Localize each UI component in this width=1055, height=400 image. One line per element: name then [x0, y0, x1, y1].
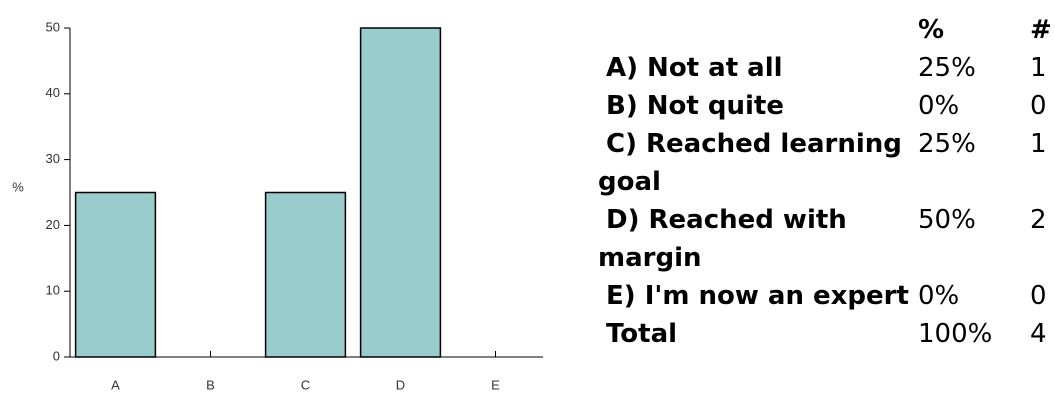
- y-tick-label: 20: [46, 217, 60, 232]
- row-value: 1: [1030, 129, 1047, 159]
- bar: [74, 191, 157, 358]
- chart: % 0 10 20 30 40 50 A B C D E: [12, 19, 543, 392]
- y-tick-label: 40: [46, 85, 60, 100]
- row-label: B) Not quite: [606, 91, 784, 121]
- x-tick-label: A: [111, 377, 120, 392]
- y-tick-label: 10: [46, 283, 60, 298]
- y-tick-label: 0: [53, 348, 60, 363]
- row-value: 100%: [918, 319, 993, 349]
- row-value: 0: [1030, 91, 1047, 121]
- row-value: 1: [1030, 53, 1047, 83]
- column-header: %: [918, 15, 945, 45]
- row-value: 0%: [918, 91, 960, 121]
- column-header: #: [1030, 15, 1052, 45]
- row-label: Total: [606, 319, 678, 349]
- y-tick-label: 50: [46, 19, 60, 34]
- x-tick-label: C: [301, 377, 310, 392]
- y-axis-label: %: [12, 179, 24, 194]
- row-value: 25%: [918, 129, 976, 159]
- x-tick-label: D: [396, 377, 405, 392]
- row-label: A) Not at all: [606, 53, 783, 83]
- y-tick-label: 30: [46, 151, 60, 166]
- row-value: 25%: [918, 53, 976, 83]
- row-label: D) Reached with margin: [598, 205, 847, 273]
- results-table: % # A) Not at all 25% 1 B) Not quite 0% 0 C) Rea…: [598, 11, 1055, 353]
- bar: [264, 191, 347, 358]
- row-value: 2: [1030, 205, 1047, 235]
- row-value: 50%: [918, 205, 976, 235]
- row-value: 0%: [918, 281, 960, 311]
- row-value: 4: [1030, 319, 1047, 349]
- bar: [359, 27, 442, 358]
- row-label: C) Reached learning goal: [598, 129, 902, 197]
- row-label: E) I'm now an expert: [606, 281, 909, 311]
- header-blank: [598, 11, 918, 49]
- x-tick-label: E: [491, 377, 500, 392]
- row-value: 0: [1030, 281, 1047, 311]
- x-tick-label: B: [206, 377, 215, 392]
